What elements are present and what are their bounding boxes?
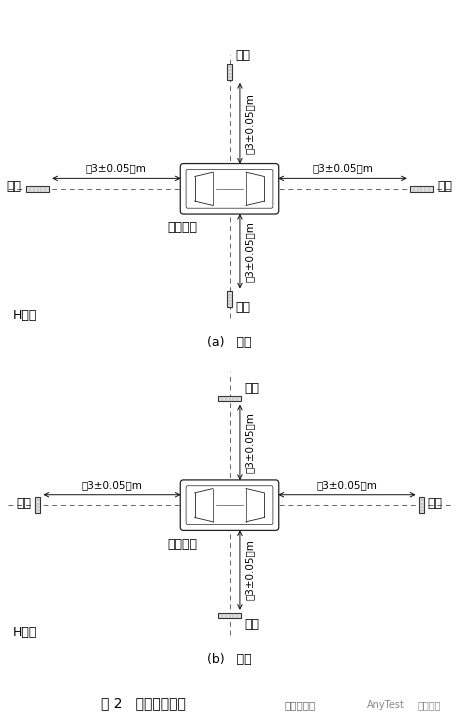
Bar [410,186,433,191]
Text: 天线: 天线 [437,180,452,193]
Text: H横向: H横向 [12,309,37,322]
Text: （3±0.05）m: （3±0.05）m [82,480,142,490]
FancyBboxPatch shape [180,480,279,531]
Ellipse shape [193,481,202,485]
Text: (b)   径向: (b) 径向 [207,653,252,666]
Text: 图 2   磁场天线位置: 图 2 磁场天线位置 [101,697,186,710]
Ellipse shape [257,209,266,213]
Text: 电动学堂: 电动学堂 [418,700,441,710]
Bar [419,498,424,513]
Bar [218,396,241,401]
Text: 嘉峪检测网: 嘉峪检测网 [285,700,316,710]
Text: 天线: 天线 [17,497,31,510]
Text: （3±0.05）m: （3±0.05）m [317,480,377,490]
Text: （3±0.05）m: （3±0.05）m [245,93,255,154]
Text: 天线: 天线 [7,180,22,193]
Text: 天线: 天线 [244,618,259,631]
Text: 被测车辆: 被测车辆 [167,538,197,551]
Text: （3±0.05）m: （3±0.05）m [245,412,255,473]
Text: 天线: 天线 [244,383,259,395]
Ellipse shape [193,209,202,213]
Text: H径向: H径向 [12,626,37,638]
Bar [227,291,232,307]
Text: 天线: 天线 [236,49,251,62]
Bar [218,613,241,618]
Text: 天线: 天线 [428,497,442,510]
Bar [26,186,49,191]
Text: 天线: 天线 [236,301,251,314]
Ellipse shape [193,165,202,169]
Ellipse shape [193,525,202,529]
Text: 被测车辆: 被测车辆 [167,221,197,234]
Ellipse shape [257,165,266,169]
Text: AnyTest: AnyTest [367,700,405,710]
Text: （3±0.05）m: （3±0.05）m [245,540,255,600]
Bar [227,64,232,80]
Text: (a)   横向: (a) 横向 [207,336,252,349]
FancyBboxPatch shape [180,163,279,214]
Text: （3±0.05）m: （3±0.05）m [86,163,147,173]
Text: （3±0.05）m: （3±0.05）m [312,163,373,173]
Ellipse shape [257,525,266,529]
Bar [35,498,40,513]
Ellipse shape [257,481,266,485]
Text: （3±0.05）m: （3±0.05）m [245,221,255,282]
